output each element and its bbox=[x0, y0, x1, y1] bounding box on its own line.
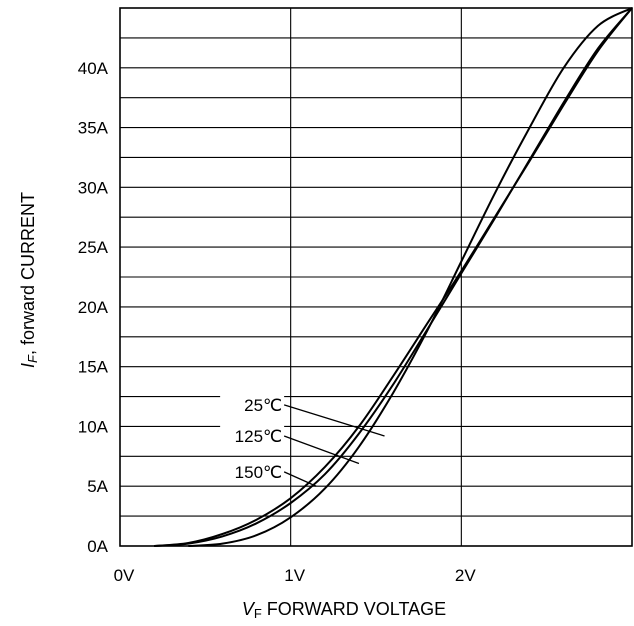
series-lines bbox=[154, 7, 633, 547]
y-tick-label: 10A bbox=[78, 417, 109, 436]
y-tick-label: 20A bbox=[78, 298, 109, 317]
y-tick-label: 5A bbox=[87, 477, 108, 496]
annotation-label-2: 150℃ bbox=[235, 463, 282, 482]
y-tick-label: 15A bbox=[78, 358, 109, 377]
series-line-1 bbox=[154, 7, 633, 547]
y-tick-label: 40A bbox=[78, 59, 109, 78]
y-axis-label: IF, forward CURRENT bbox=[18, 192, 40, 368]
annotation-leader bbox=[283, 471, 317, 487]
annotation-leader bbox=[283, 435, 360, 465]
x-tick-label: 1V bbox=[284, 566, 305, 585]
tick-labels: 0A 5A 10A 15A 20A 25A 30A 35A 40A 0V 1V 2V bbox=[78, 59, 477, 585]
annotation-bg bbox=[220, 391, 285, 414]
y-tick-label: 35A bbox=[78, 119, 109, 138]
annotations: 25℃ 125℃ 150℃ bbox=[220, 391, 385, 487]
grid-lines bbox=[120, 8, 632, 546]
y-tick-label: 30A bbox=[78, 178, 109, 197]
y-tick-label: 25A bbox=[78, 238, 109, 257]
annotation-label-0: 25℃ bbox=[244, 396, 282, 415]
annotation-bg bbox=[220, 423, 285, 446]
plot-frame bbox=[119, 7, 633, 547]
y-tick-label: 0A bbox=[87, 537, 108, 556]
annotation-label-1: 125℃ bbox=[235, 427, 282, 446]
series-line-2 bbox=[154, 7, 633, 547]
x-tick-label: 0V bbox=[114, 566, 135, 585]
x-axis-label: VF FORWARD VOLTAGE bbox=[242, 599, 446, 621]
annotation-bg bbox=[220, 458, 285, 481]
x-tick-label: 2V bbox=[455, 566, 476, 585]
series-line-0 bbox=[188, 7, 633, 547]
annotation-leader bbox=[283, 404, 385, 437]
